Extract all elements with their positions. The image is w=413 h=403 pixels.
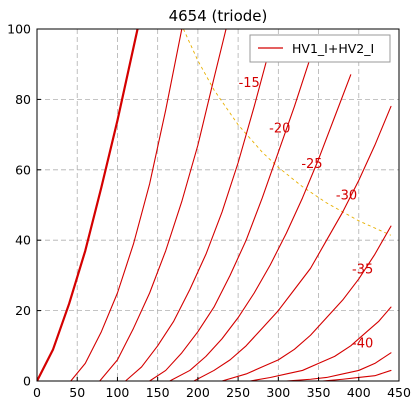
curve-annotation: -35 — [352, 262, 373, 277]
series-curve — [70, 29, 183, 381]
x-tick-label: 150 — [146, 385, 170, 400]
curve-annotation: -30 — [336, 188, 357, 203]
grid — [37, 29, 399, 381]
plot-frame — [36, 28, 400, 382]
series-curve — [249, 306, 392, 381]
chart-title: 4654 (triode) — [169, 7, 268, 25]
x-tick-label: 450 — [387, 385, 411, 400]
x-tick-label: 250 — [226, 385, 250, 400]
series-curve — [285, 352, 392, 381]
x-tick-label: 400 — [347, 385, 371, 400]
y-tick-label: 0 — [23, 374, 31, 389]
annotation-layer: -15 -20 -25 -30 -35 -40 — [239, 76, 374, 351]
curve-annotation: -20 — [269, 122, 290, 137]
ticks: 0 50 100 150 200 250 300 350 400 450 0 20 40 60 80 100 — [7, 22, 411, 401]
x-tick-label: 200 — [186, 385, 210, 400]
series-curve — [221, 225, 392, 381]
series-curve — [99, 29, 227, 381]
series-curve — [37, 29, 139, 381]
series-curve — [169, 74, 352, 381]
curve-annotation: -25 — [301, 157, 322, 172]
x-tick-label: 350 — [307, 385, 331, 400]
series-curve — [149, 56, 312, 381]
legend: HV1_I+HV2_I — [249, 34, 391, 63]
y-tick-label: 20 — [15, 303, 31, 318]
y-tick-label: 80 — [15, 92, 31, 107]
x-tick-label: 0 — [33, 385, 41, 400]
y-tick-label: 100 — [7, 22, 31, 37]
series-curve — [124, 46, 271, 381]
curve-annotation: -15 — [239, 76, 260, 91]
curve-annotation: -40 — [352, 336, 373, 351]
legend-label: HV1_I+HV2_I — [292, 41, 374, 56]
plot-background — [37, 29, 399, 381]
x-tick-label: 100 — [106, 385, 130, 400]
x-tick-label: 50 — [69, 385, 85, 400]
series-curve — [193, 105, 392, 381]
y-tick-label: 40 — [15, 233, 31, 248]
x-tick-label: 300 — [266, 385, 290, 400]
y-tick-label: 60 — [15, 162, 31, 177]
series-layer — [37, 29, 392, 381]
